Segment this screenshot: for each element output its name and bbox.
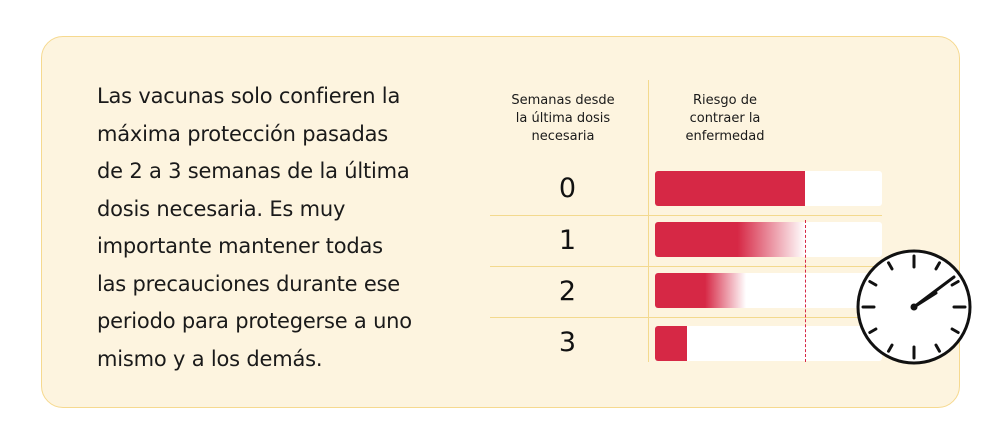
- intro-text: Las vacunas solo confieren la máxima pro…: [97, 78, 447, 378]
- threshold-dashed-line: [805, 220, 806, 362]
- risk-bar-track: [655, 171, 882, 206]
- intro-line: las precauciones durante ese: [97, 271, 401, 296]
- intro-line: máxima protección pasadas: [97, 121, 388, 146]
- row-divider: [490, 317, 882, 318]
- week-label: 2: [558, 276, 577, 307]
- intro-line: periodo para protegerse a uno: [97, 309, 412, 333]
- intro-line: mismo y a los demás.: [97, 346, 323, 371]
- week-label: 1: [558, 225, 577, 256]
- risk-bar-track: [655, 326, 882, 361]
- risk-header-line: contraer la: [689, 111, 761, 126]
- risk-bar-track: [655, 273, 882, 308]
- intro-line: de 2 a 3 semanas de la última: [97, 159, 410, 183]
- weeks-header-line: Semanas desde: [511, 93, 615, 108]
- risk-bar-fill: [655, 222, 805, 257]
- week-label: 0: [558, 173, 577, 204]
- risk-column-header: Riesgo de contraer la enfermedad: [660, 92, 790, 146]
- column-divider: [648, 80, 649, 362]
- intro-line: dosis necesaria. Es muy: [97, 196, 346, 221]
- weeks-header-line: la última dosis: [515, 111, 611, 126]
- clock-icon: [856, 249, 972, 365]
- week-label: 3: [558, 327, 577, 358]
- risk-header-line: enfermedad: [685, 129, 765, 144]
- row-divider: [490, 266, 882, 267]
- risk-bar-fill: [655, 273, 746, 308]
- weeks-header-line: necesaria: [531, 129, 595, 144]
- intro-line: importante mantener todas: [97, 234, 383, 258]
- risk-bar-fill: [655, 171, 805, 206]
- intro-line: Las vacunas solo confieren la: [97, 84, 401, 108]
- risk-header-line: Riesgo de: [692, 93, 757, 108]
- weeks-column-header: Semanas desde la última dosis necesaria: [490, 92, 636, 146]
- risk-bar-fill: [655, 326, 687, 361]
- risk-bar-track: [655, 222, 882, 257]
- row-divider: [490, 215, 882, 216]
